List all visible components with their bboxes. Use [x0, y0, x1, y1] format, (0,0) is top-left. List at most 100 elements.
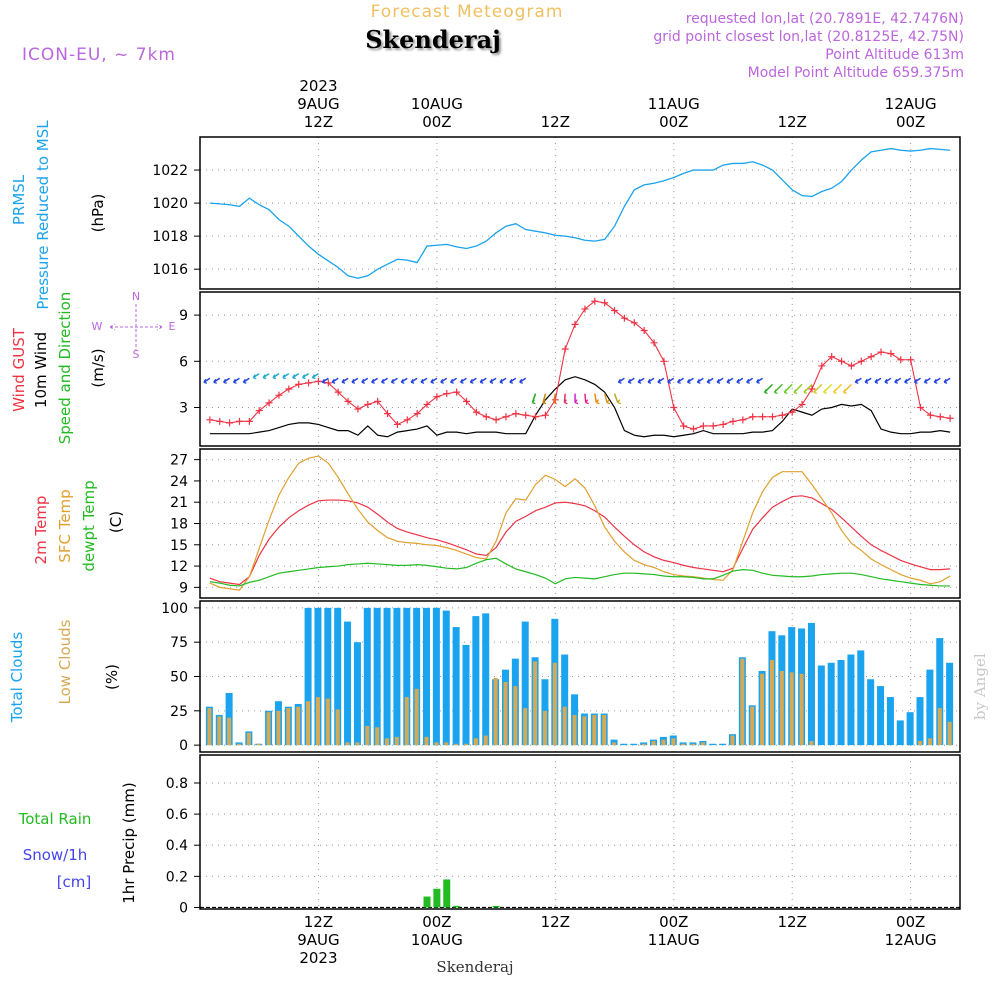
precip-ytick-label: 0.8: [166, 776, 188, 792]
gust-marker: [571, 320, 579, 328]
wind-direction-arrow: [594, 393, 598, 403]
low-cloud-bar: [562, 706, 567, 746]
snow-label: Snow/1h: [23, 846, 88, 864]
time-label: 12Z: [778, 113, 807, 131]
gust-marker: [295, 380, 303, 388]
wind10m-line: [209, 376, 951, 438]
wind-arrowhead: [783, 389, 788, 395]
low-cloud-bar: [533, 661, 538, 746]
footer-location: Skenderaj: [436, 958, 513, 976]
gust-marker: [285, 385, 293, 393]
low-cloud-bar: [345, 742, 350, 746]
time-label: 12Z: [541, 113, 570, 131]
temp2m-label: 2m Temp: [32, 496, 50, 565]
clouds-unit-label: (%): [103, 664, 121, 690]
wind-arrowhead: [637, 378, 642, 384]
wind-arrowhead: [595, 399, 600, 405]
total-cloud-bar: [442, 610, 450, 746]
total-cloud-bar: [344, 621, 352, 746]
snow-unit-label: [cm]: [57, 873, 92, 891]
rain-bar: [443, 879, 451, 908]
temperature-ytick-label: 24: [170, 474, 188, 490]
wind-arrowhead: [686, 378, 691, 384]
low-cloud-bar: [927, 738, 932, 746]
time-label: 11AUG: [648, 95, 700, 113]
low-cloud-bar: [276, 710, 281, 746]
low-cloud-bar: [651, 741, 656, 746]
low-cloud-bar: [325, 698, 330, 746]
low-cloud-bar: [454, 743, 459, 746]
gust-marker: [334, 388, 342, 396]
low-cloud-bar: [671, 738, 676, 746]
wind-arrowhead: [904, 378, 908, 384]
low-cloud-bar: [434, 742, 439, 746]
time-label: 2023: [299, 949, 337, 967]
total-cloud-bar: [906, 712, 914, 746]
wind-arrowhead: [223, 378, 227, 384]
wind-ytick-label: 9: [179, 308, 188, 324]
wind-arrowhead: [894, 378, 898, 384]
wind-ytick-label: 6: [179, 354, 188, 370]
gust-marker: [660, 357, 668, 365]
total-cloud-bar: [432, 607, 440, 746]
wind-arrowhead: [864, 378, 869, 384]
total-cloud-bar: [393, 607, 401, 746]
wind-arrowhead: [400, 378, 405, 384]
wind-ytick-label: 3: [179, 401, 188, 417]
gust-marker: [423, 400, 431, 408]
wind-arrowhead: [499, 378, 504, 384]
low-cloud-bar: [355, 742, 360, 746]
clouds-frame: [199, 600, 961, 753]
low-cloud-bar: [227, 717, 232, 746]
wind-arrowhead: [440, 378, 444, 384]
low-cloud-bar: [809, 741, 814, 746]
gust-marker: [690, 425, 698, 433]
low-cloud-bar: [463, 743, 468, 746]
pressure-ytick-label: 1018: [152, 229, 188, 245]
gust-marker: [384, 410, 392, 418]
gust-marker: [482, 413, 490, 421]
total-cloud-bar: [353, 642, 361, 746]
wind-arrowhead: [341, 378, 346, 384]
wind-arrowhead: [410, 378, 415, 384]
wind-arrowhead: [677, 378, 681, 384]
dewpt-line: [209, 557, 951, 587]
total-cloud-bar: [413, 607, 421, 746]
clouds-ytick-label: 50: [170, 670, 188, 686]
wind-arrowhead: [380, 378, 385, 384]
gust-marker: [946, 414, 954, 422]
wind-arrowhead: [430, 378, 435, 384]
wind-arrowhead: [726, 378, 731, 384]
gust-marker: [433, 393, 441, 401]
gust-marker: [275, 391, 283, 399]
total-cloud-bar: [827, 662, 835, 746]
wind-arrowhead: [242, 378, 247, 384]
gust-marker: [581, 305, 589, 313]
wind-unit-label: (m/s): [89, 348, 107, 387]
low-cloud-bar: [740, 658, 745, 746]
sfc-temp-label: SFC Temp: [56, 489, 74, 562]
rain-bar: [433, 888, 441, 908]
wind-arrowhead: [311, 374, 316, 380]
wind-direction-arrow: [603, 393, 608, 403]
clouds-ytick-label: 75: [170, 635, 188, 651]
low-cloud-bar: [365, 725, 370, 746]
wind-arrowhead: [933, 378, 938, 384]
gust-marker: [532, 413, 540, 421]
temperature-ytick-label: 12: [170, 559, 188, 575]
temperature-ytick-label: 18: [170, 517, 188, 533]
total-cloud-bar: [817, 665, 825, 746]
low-cloud-bar: [296, 706, 301, 746]
wind-arrowhead: [282, 374, 287, 380]
gust-marker: [462, 397, 470, 405]
gust-marker: [492, 416, 500, 424]
total-cloud-bar: [314, 607, 322, 746]
pressure-panel: 1016 1018 1020 1022: [152, 136, 961, 290]
total-cloud-bar: [877, 686, 885, 746]
wind-arrowhead: [450, 378, 454, 384]
low-cloud-bar: [207, 708, 212, 746]
total-cloud-bar: [886, 697, 894, 746]
wind10m-label: 10m Wind: [32, 332, 50, 408]
gust-marker: [591, 297, 599, 305]
